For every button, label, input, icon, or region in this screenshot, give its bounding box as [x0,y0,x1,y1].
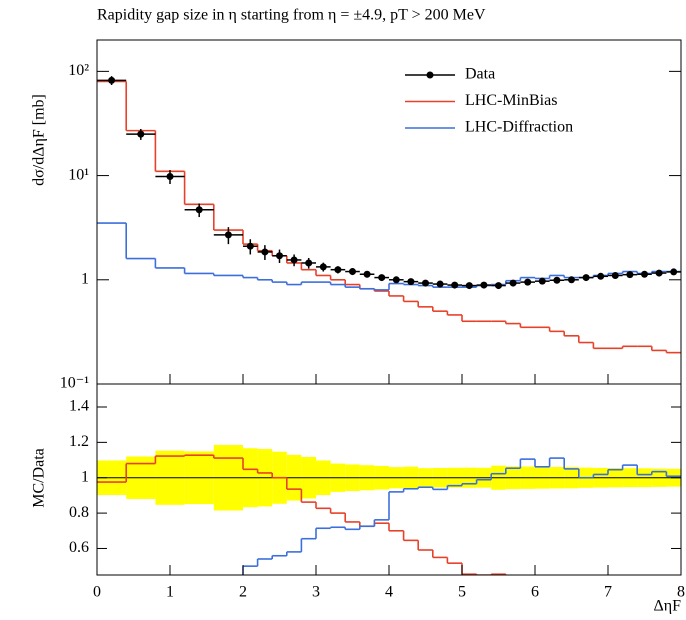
x-tick-label: 3 [312,584,320,601]
data-point [582,274,590,282]
y-tick-label: 10⁻¹ [60,375,89,392]
data-point [568,276,575,284]
data-point [246,242,254,250]
ratio-y-tick-label: 0.8 [69,504,89,521]
legend-marker [426,71,434,79]
y-tick-label: 10² [68,62,89,79]
x-tick-label: 8 [677,584,685,601]
data-point [451,281,459,289]
data-point [480,281,488,289]
data-point [655,269,663,277]
data-point [553,276,561,284]
data-point [166,172,174,180]
x-axis-label: ΔηF [653,598,681,615]
data-point [495,282,502,290]
data-point [611,271,619,279]
data-point [108,76,116,84]
data-point [261,248,269,256]
data-point [195,206,203,214]
data-point [436,280,444,288]
x-tick-label: 7 [604,584,612,601]
data-point [524,278,532,286]
ratio-y-tick-label: 1.2 [69,433,89,450]
data-point [349,268,356,276]
x-tick-label: 1 [166,584,174,601]
data-point [276,252,283,260]
legend-label: LHC-Diffraction [465,119,573,136]
ratio-frame [96,383,682,576]
x-tick-label: 0 [93,584,101,601]
data-point [407,278,415,286]
main-frame [96,39,682,385]
data-point [319,263,327,271]
data-point [334,266,342,274]
y-tick-label: 1 [81,270,89,287]
main-plot [97,76,681,354]
x-tick-label: 4 [385,584,393,601]
x-tick-label: 5 [458,584,466,601]
data-point [597,272,605,280]
ratio-y-tick-label: 0.6 [69,539,89,556]
data-point [626,271,634,279]
data-point [363,270,371,278]
data-point [392,276,400,284]
data-point [137,130,145,138]
data-point [670,268,678,276]
x-tick-label: 6 [531,584,539,601]
data-point [641,270,648,278]
y-axis-label: dσ/dΔηF [mb] [31,94,48,186]
legend-label: LHC-MinBias [465,92,557,109]
data-point [378,274,386,282]
ratio-y-tick-label: 1.4 [69,398,89,415]
data-point [224,231,232,239]
legend-label: Data [465,66,495,83]
ratio-axis-label: MC/Data [31,448,48,508]
x-tick-label: 2 [239,584,247,601]
chart-title: Rapidity gap size in η starting from η =… [97,7,486,24]
axes: 0 1 2 3 4 5 6 7 8 10² 10¹ 1 10⁻¹ 0.6 0.8 1 1.2 1.4 Data LHC… [60,62,685,601]
ratio-y-tick-label: 1 [81,468,89,485]
data-point [422,279,429,287]
data-point [290,256,298,264]
data-point [305,259,313,267]
data-point [538,277,546,285]
data-point [465,282,473,290]
data-point [509,279,517,287]
y-tick-label: 10¹ [68,166,89,183]
